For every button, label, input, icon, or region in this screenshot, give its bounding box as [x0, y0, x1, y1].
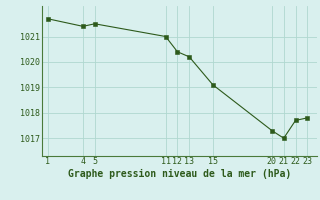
X-axis label: Graphe pression niveau de la mer (hPa): Graphe pression niveau de la mer (hPa)	[68, 169, 291, 179]
